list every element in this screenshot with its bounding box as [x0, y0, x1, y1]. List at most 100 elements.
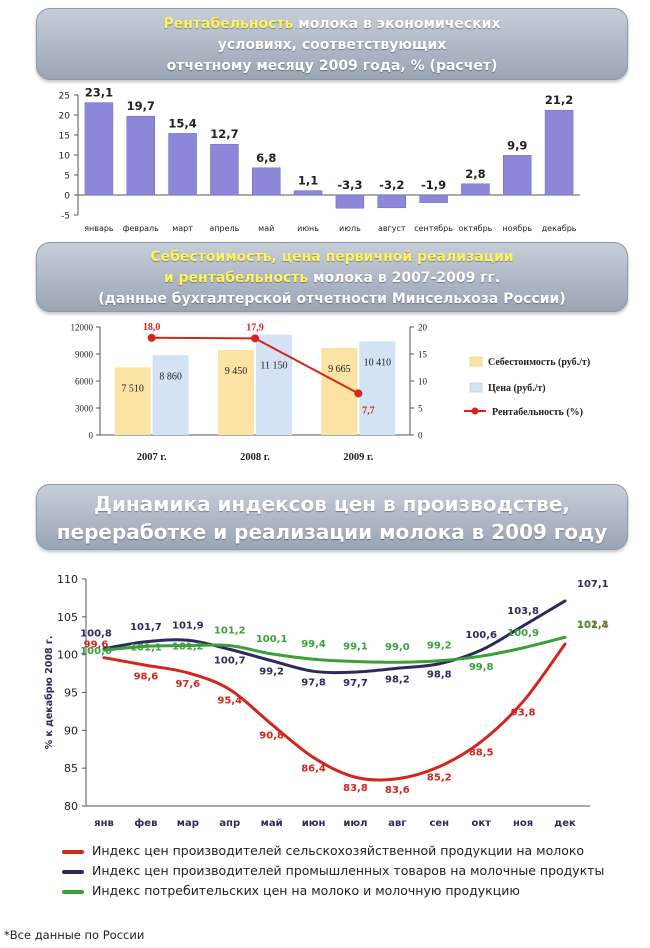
footnote: *Все данные по России — [4, 928, 145, 942]
chart1-x-tick-label: май — [258, 224, 274, 233]
chart1-x-tick-label: октябрь — [458, 224, 492, 233]
chart3-y-axis-label: % к декабрю 2008 г. — [44, 636, 55, 750]
chart1-bar — [461, 183, 490, 196]
chart3-y-tick-label: 100 — [57, 649, 78, 662]
chart3-x-tick-label: июн — [302, 818, 326, 829]
chart3-x-tick-label: апр — [219, 818, 240, 829]
chart1-title-line2: условиях, соответствующих — [217, 37, 447, 53]
chart2-title-line1: Себестоимость, цена первичной реализации — [150, 249, 514, 265]
chart3-point-label-consumer: 101,1 — [130, 642, 162, 653]
chart1-bar — [293, 190, 323, 196]
chart3-point-label-agri: 86,4 — [301, 764, 326, 775]
chart2-legend-label-cost: Себестоимость (руб./т) — [488, 357, 590, 368]
chart3-point-label-industry: 107,1 — [577, 579, 609, 590]
chart3-y-tick-label: 105 — [57, 611, 78, 624]
chart1-value-label: 12,7 — [210, 127, 238, 141]
chart2-price-label: 11 150 — [260, 361, 287, 372]
chart2-title-banner: Себестоимость, цена первичной реализации… — [36, 242, 628, 312]
chart1-y-tick-label: 10 — [59, 152, 71, 162]
chart2-price-label: 10 410 — [364, 357, 392, 368]
chart3-point-label-consumer: 101,2 — [214, 626, 246, 637]
chart3-title-banner: Динамика индексов цен в производстве, пе… — [36, 484, 628, 550]
chart1-x-tick-label: август — [378, 224, 406, 233]
chart3-point-label-industry: 103,8 — [507, 606, 539, 617]
chart1-value-label: 21,2 — [545, 93, 573, 107]
chart1-x-tick-label: ноябрь — [502, 224, 532, 233]
chart1-y-tick-label: 25 — [59, 92, 70, 102]
chart1-bar — [84, 102, 114, 196]
chart3-y-tick-label: 85 — [64, 762, 78, 775]
chart2-left-tick-label: 9000 — [75, 350, 94, 360]
chart3-point-label-agri: 93,8 — [511, 708, 536, 719]
chart3-point-label-industry: 100,8 — [80, 629, 112, 640]
chart2-price-bar — [359, 341, 396, 435]
chart1-bar — [252, 167, 281, 196]
chart3-point-label-consumer: 99,2 — [427, 641, 452, 652]
chart2-legend-label-profit: Рентабельность (%) — [492, 407, 583, 418]
chart1-value-label: 9,9 — [507, 138, 527, 152]
chart1-x-tick-label: декабрь — [542, 224, 577, 233]
chart3-line-industry — [102, 599, 567, 675]
chart3-point-label-industry: 100,6 — [465, 630, 497, 641]
chart1-title-line1: молока в экономических — [293, 16, 501, 32]
chart2-title-line2-highlight: и рентабельность — [163, 270, 309, 286]
chart3-x-tick-label: янв — [94, 818, 114, 829]
chart1-x-tick-label: апрель — [209, 224, 239, 233]
chart3-x-tick-label: фев — [134, 817, 157, 829]
chart1-title-highlight: Рентабельность — [163, 16, 294, 32]
chart3-point-label-industry: 97,8 — [301, 677, 326, 688]
chart3-point-label-agri: 90,8 — [259, 730, 284, 741]
chart3-point-label-consumer: 101,2 — [172, 642, 204, 653]
chart1-bar — [168, 133, 197, 196]
chart3-point-label-agri: 83,8 — [343, 783, 368, 794]
chart3-legend-item-industry: Индекс цен производителей промышленных т… — [62, 863, 604, 878]
chart2-left-tick-label: 6000 — [75, 377, 94, 387]
chart1-value-label: -3,2 — [379, 178, 404, 192]
chart2-title-line3: (данные бухгалтерской отчетности Минсель… — [98, 291, 566, 307]
chart1-y-tick-label: 0 — [64, 192, 70, 202]
chart1-bar — [126, 115, 155, 196]
chart1-bar — [544, 109, 574, 196]
chart1-x-tick-label: январь — [84, 224, 114, 233]
chart1-value-label: 6,8 — [256, 151, 276, 165]
chart3-point-label-agri: 95,4 — [217, 695, 242, 706]
chart3-point-label-consumer: 100,6 — [80, 646, 112, 657]
chart3-x-tick-label: дек — [554, 818, 576, 829]
chart1-value-label: -3,3 — [337, 178, 362, 192]
chart2-profit-point — [354, 389, 363, 398]
chart1-value-label: 19,7 — [127, 99, 155, 113]
chart2-legend-label-price: Цена (руб./т) — [488, 383, 546, 394]
chart2-cost-label: 9 665 — [328, 364, 351, 375]
chart2-profit-label: 18,0 — [143, 322, 161, 333]
chart2-legend-swatch-price — [469, 382, 483, 393]
chart2-cost-label: 7 510 — [121, 383, 144, 394]
chart1-bar — [419, 194, 448, 203]
chart1-title-line3: отчетному месяцу 2009 года, % (расчет) — [166, 58, 498, 74]
chart1-value-label: 1,1 — [298, 174, 318, 188]
chart3-legend-label-agri: Индекс цен производителей сельскохозяйст… — [92, 843, 585, 858]
chart2-profit-point — [251, 334, 259, 343]
chart2-title-line2-rest: молока в 2007-2009 гг. — [308, 270, 501, 286]
chart3-point-label-consumer: 99,0 — [385, 642, 410, 653]
chart3-x-tick-label: авг — [388, 818, 406, 829]
chart3-point-label-agri: 88,5 — [469, 748, 494, 759]
chart1-y-tick-label: 5 — [64, 172, 70, 182]
chart1-bar — [503, 155, 532, 196]
chart2-price-bar — [152, 355, 189, 435]
chart2-profit-label: 17,9 — [246, 322, 264, 333]
chart2-left-tick-label: 3000 — [75, 404, 94, 414]
chart3-y-tick-label: 110 — [57, 573, 78, 586]
chart1-bar — [210, 143, 239, 196]
chart3-point-label-industry: 101,9 — [172, 620, 204, 631]
legend-swatch-red — [62, 849, 84, 854]
chart3-y-tick-label: 80 — [64, 800, 78, 813]
chart3-legend-label-consumer: Индекс потребительских цен на молоко и м… — [92, 883, 520, 898]
chart3-point-label-industry: 99,2 — [259, 667, 284, 678]
chart2-right-tick-label: 15 — [418, 350, 428, 360]
chart2-price-bar — [256, 334, 292, 435]
chart1-x-tick-label: июль — [339, 224, 361, 233]
chart3-point-label-agri: 83,6 — [385, 785, 410, 796]
chart2-x-tick-label: 2009 г. — [343, 452, 373, 463]
chart1-bar — [377, 194, 406, 209]
chart3-x-tick-label: сен — [429, 818, 449, 829]
